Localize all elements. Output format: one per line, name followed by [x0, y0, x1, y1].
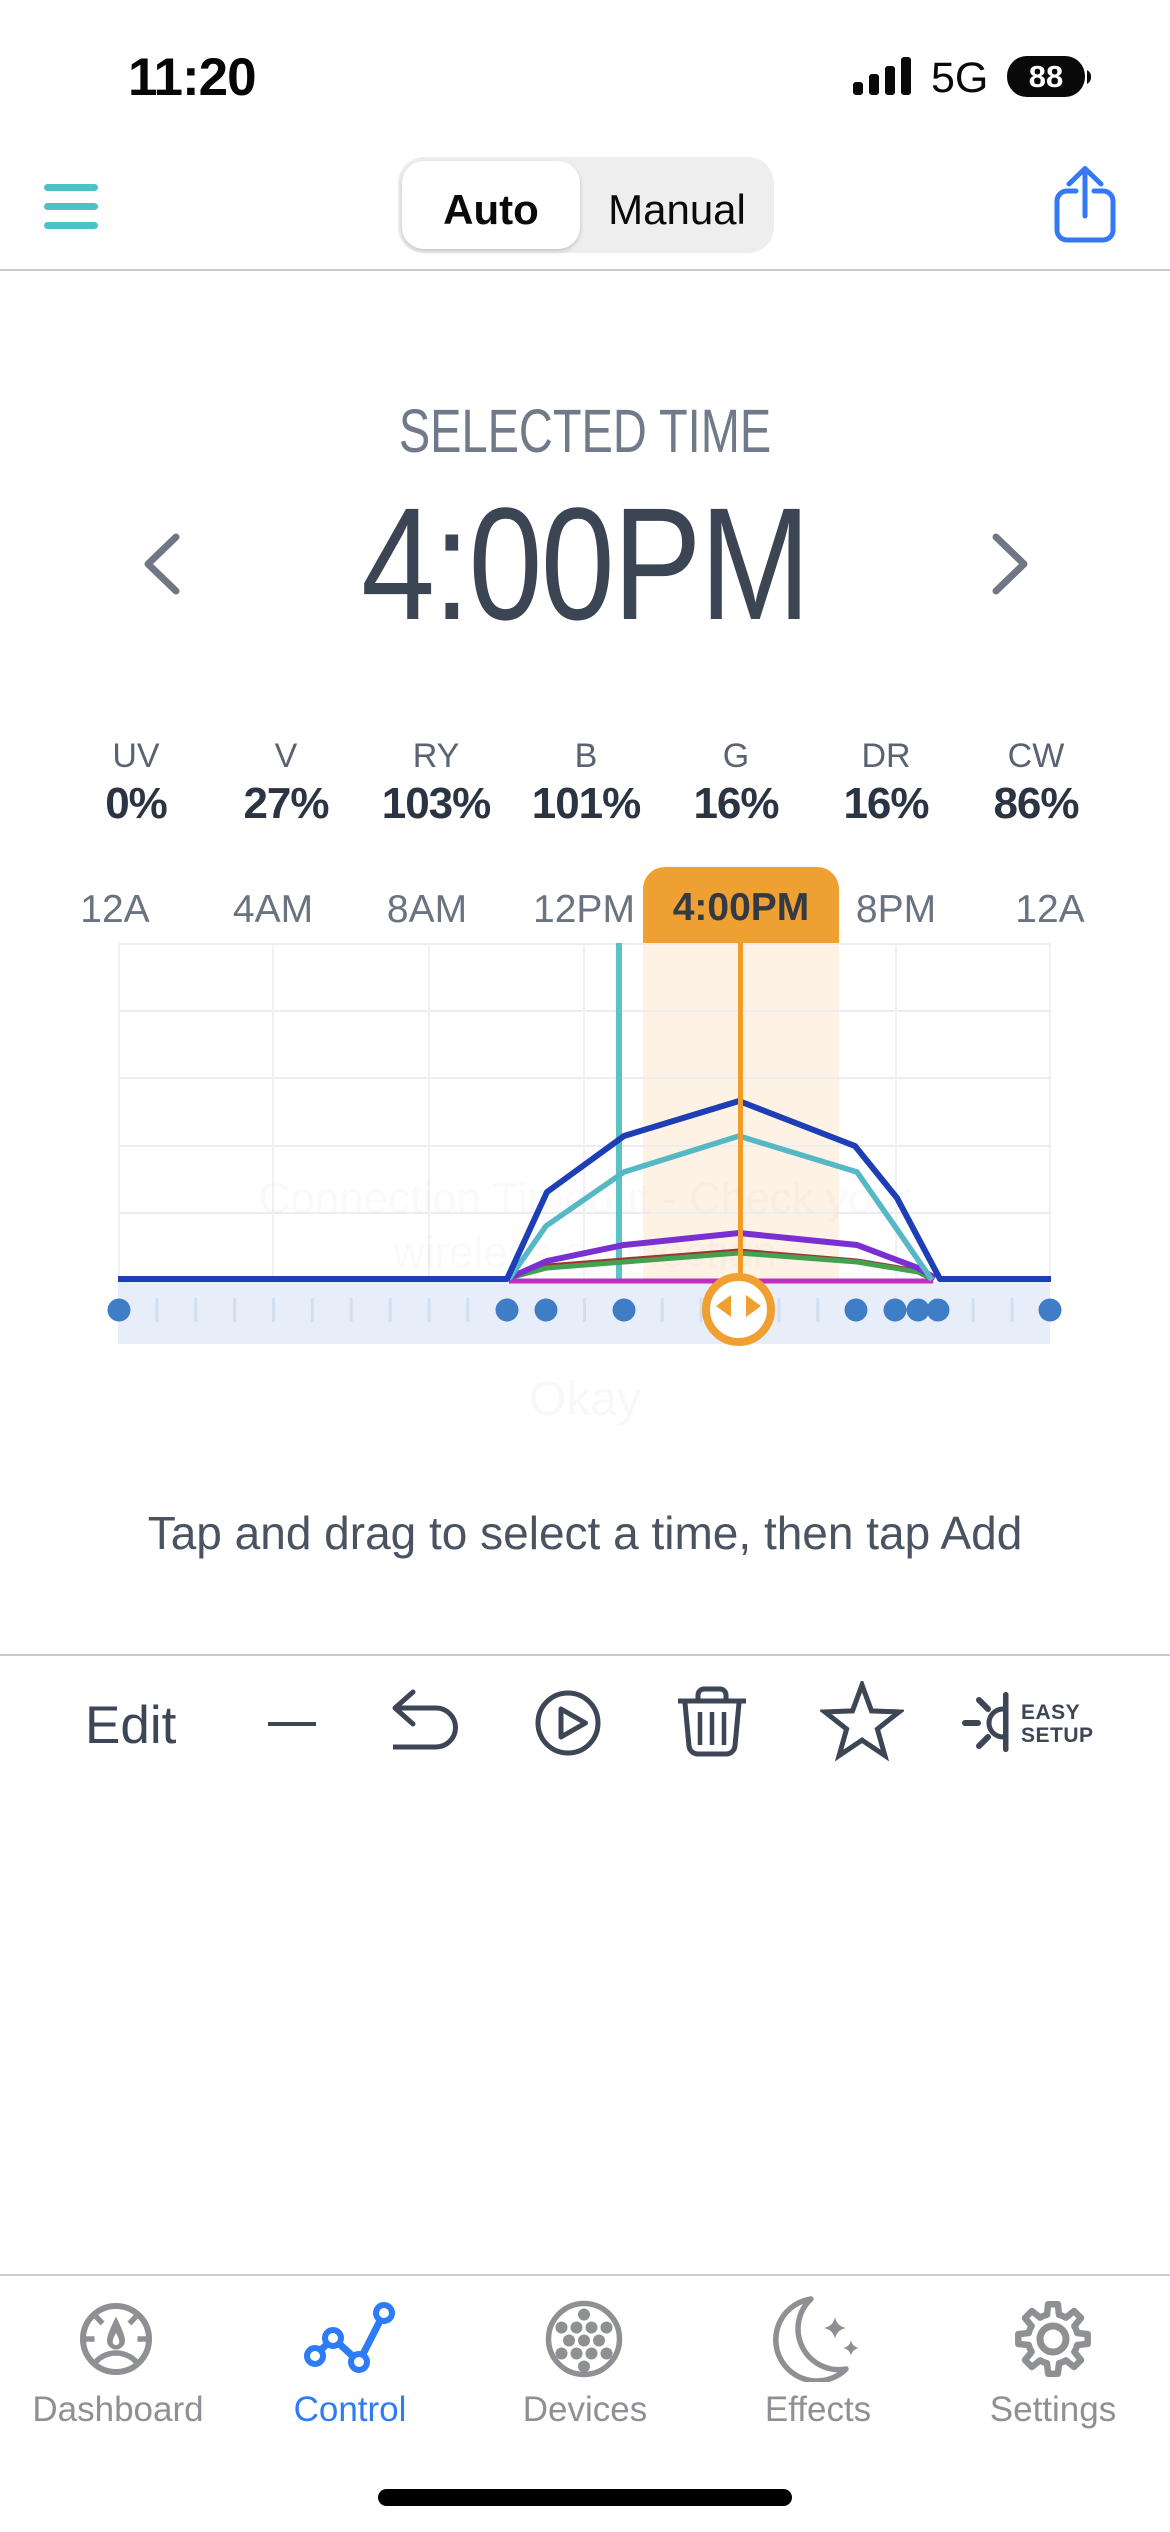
svg-text:88: 88 [1029, 59, 1063, 94]
